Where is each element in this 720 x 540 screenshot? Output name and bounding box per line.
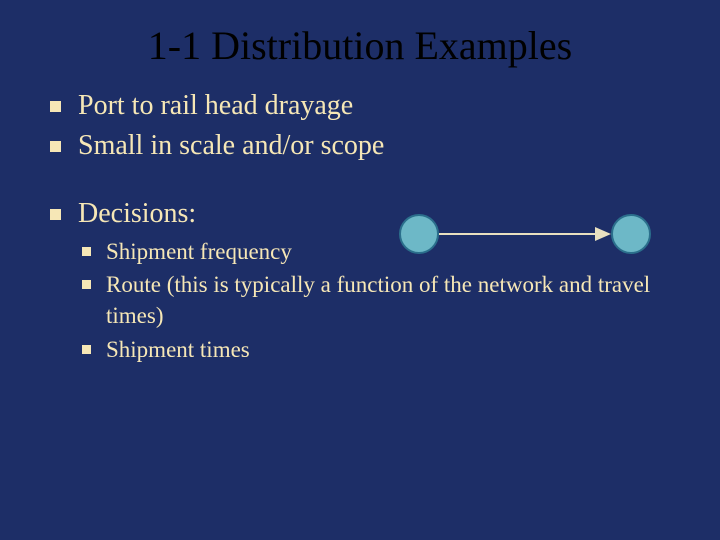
slide-title: 1-1 Distribution Examples — [0, 0, 720, 79]
bullet-text: Shipment times — [106, 337, 250, 362]
bullet-text: Decisions: — [78, 198, 196, 229]
list-item: Port to rail head drayage — [44, 87, 676, 125]
list-item: Small in scale and/or scope — [44, 127, 676, 165]
node-circle — [612, 215, 650, 253]
list-item: Shipment times — [78, 334, 676, 365]
node-circle — [400, 215, 438, 253]
bullet-text: Route (this is typically a function of t… — [106, 272, 650, 328]
bullet-text: Small in scale and/or scope — [78, 130, 384, 161]
bullet-list-1: Port to rail head drayage Small in scale… — [44, 87, 676, 165]
slide: 1-1 Distribution Examples Port to rail h… — [0, 0, 720, 540]
spacer — [44, 167, 676, 195]
list-item: Route (this is typically a function of t… — [78, 269, 676, 331]
node-arrow-diagram — [395, 212, 655, 256]
bullet-text: Port to rail head drayage — [78, 90, 353, 121]
bullet-text: Shipment frequency — [106, 239, 292, 264]
